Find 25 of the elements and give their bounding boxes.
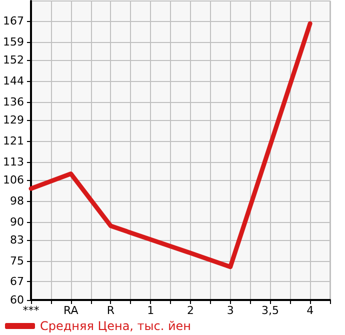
y-tick-label: 144 (2, 74, 24, 88)
x-tick-label: 3,5 (261, 304, 279, 317)
y-tick-label: 152 (2, 54, 24, 67)
y-tick-label: 75 (10, 254, 24, 268)
y-tick-label: 83 (10, 234, 24, 247)
y-tick-label: 98 (10, 194, 24, 208)
y-tick-label: 60 (10, 294, 24, 306)
y-tick-label: 90 (10, 215, 24, 228)
y-tick-label: 113 (2, 155, 24, 168)
x-tick-label: *** (22, 304, 40, 317)
y-tick-label: 136 (2, 95, 24, 108)
y-tick-label: 159 (2, 35, 24, 48)
x-tick-label: 4 (306, 304, 314, 317)
x-tick-label: 3 (226, 304, 234, 317)
y-tick-label: 121 (2, 134, 24, 148)
line-series (28, 21, 312, 270)
y-tick-label: 129 (2, 114, 24, 127)
x-tick-label: 2 (186, 304, 194, 317)
legend-label: Средняя Цена, тыс. йен (40, 319, 192, 333)
y-tick-label: 167 (2, 14, 24, 28)
x-tick-label: 1 (147, 304, 154, 317)
y-tick-label: 67 (10, 275, 24, 288)
x-tick-label: R (106, 304, 115, 317)
x-tick-label: RA (63, 304, 79, 317)
y-tick-label: 106 (2, 174, 24, 187)
